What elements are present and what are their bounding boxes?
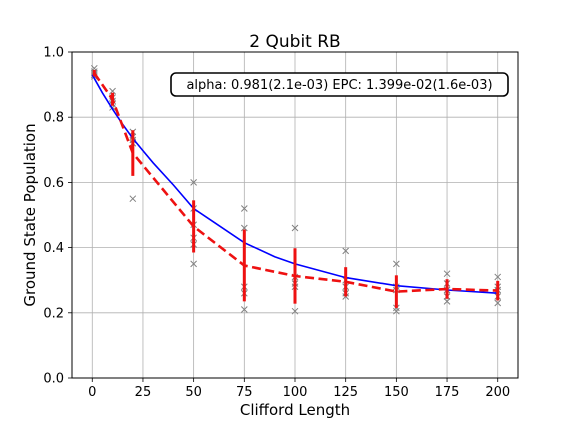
- ticks-layer: 0 25 50 75 100 125 150 175 200 0.0 0.2 0.4 0.6 0.8 1.0: [43, 46, 510, 401]
- fit-annotation: alpha: 0.981(2.1e-03) EPC: 1.399e-02(1.6…: [170, 72, 509, 97]
- chart-title: 2 Qubit RB: [249, 32, 340, 52]
- x-tick-label: 75: [236, 385, 253, 400]
- mean-layer: [92, 69, 500, 308]
- x-tick-label: 125: [333, 385, 358, 400]
- x-axis-label: Clifford Length: [240, 401, 350, 419]
- y-tick-label: 0.2: [43, 306, 64, 321]
- sample-point: [190, 260, 197, 268]
- sample-point: [443, 270, 451, 278]
- grid-layer: [72, 51, 518, 379]
- sample-point: [393, 307, 400, 315]
- sample-point: [240, 306, 248, 313]
- x-tick-label: 150: [384, 385, 409, 400]
- annotation-text: alpha: 0.981(2.1e-03) EPC: 1.399e-02(1.6…: [186, 78, 492, 93]
- x-tick-label: 0: [88, 385, 96, 400]
- x-tick-label: 100: [283, 385, 308, 400]
- sample-point: [443, 298, 451, 305]
- sample-point: [240, 224, 248, 232]
- sample-point: [494, 299, 502, 307]
- y-tick-label: 1.0: [43, 46, 64, 61]
- x-tick-label: 200: [485, 385, 510, 400]
- sample-point: [342, 247, 350, 255]
- y-axis-label: Ground State Population: [21, 123, 39, 306]
- sample-point: [90, 64, 98, 72]
- sample-point: [190, 179, 197, 186]
- annotation-box: [170, 72, 509, 97]
- sample-point: [291, 307, 299, 315]
- x-tick-label: 50: [185, 385, 202, 400]
- x-tick-label: 25: [135, 385, 152, 400]
- x-tick-label: 175: [435, 385, 460, 400]
- sample-point: [291, 224, 299, 232]
- mean-curve: [93, 72, 498, 293]
- sample-point: [129, 195, 137, 203]
- y-tick-label: 0.6: [43, 176, 64, 191]
- y-tick-label: 0.8: [43, 111, 64, 126]
- y-tick-label: 0.4: [43, 241, 64, 256]
- sample-point: [109, 87, 116, 95]
- sample-point: [494, 273, 502, 281]
- y-tick-label: 0.0: [43, 372, 64, 387]
- sample-point: [240, 205, 248, 212]
- sample-point: [393, 260, 400, 268]
